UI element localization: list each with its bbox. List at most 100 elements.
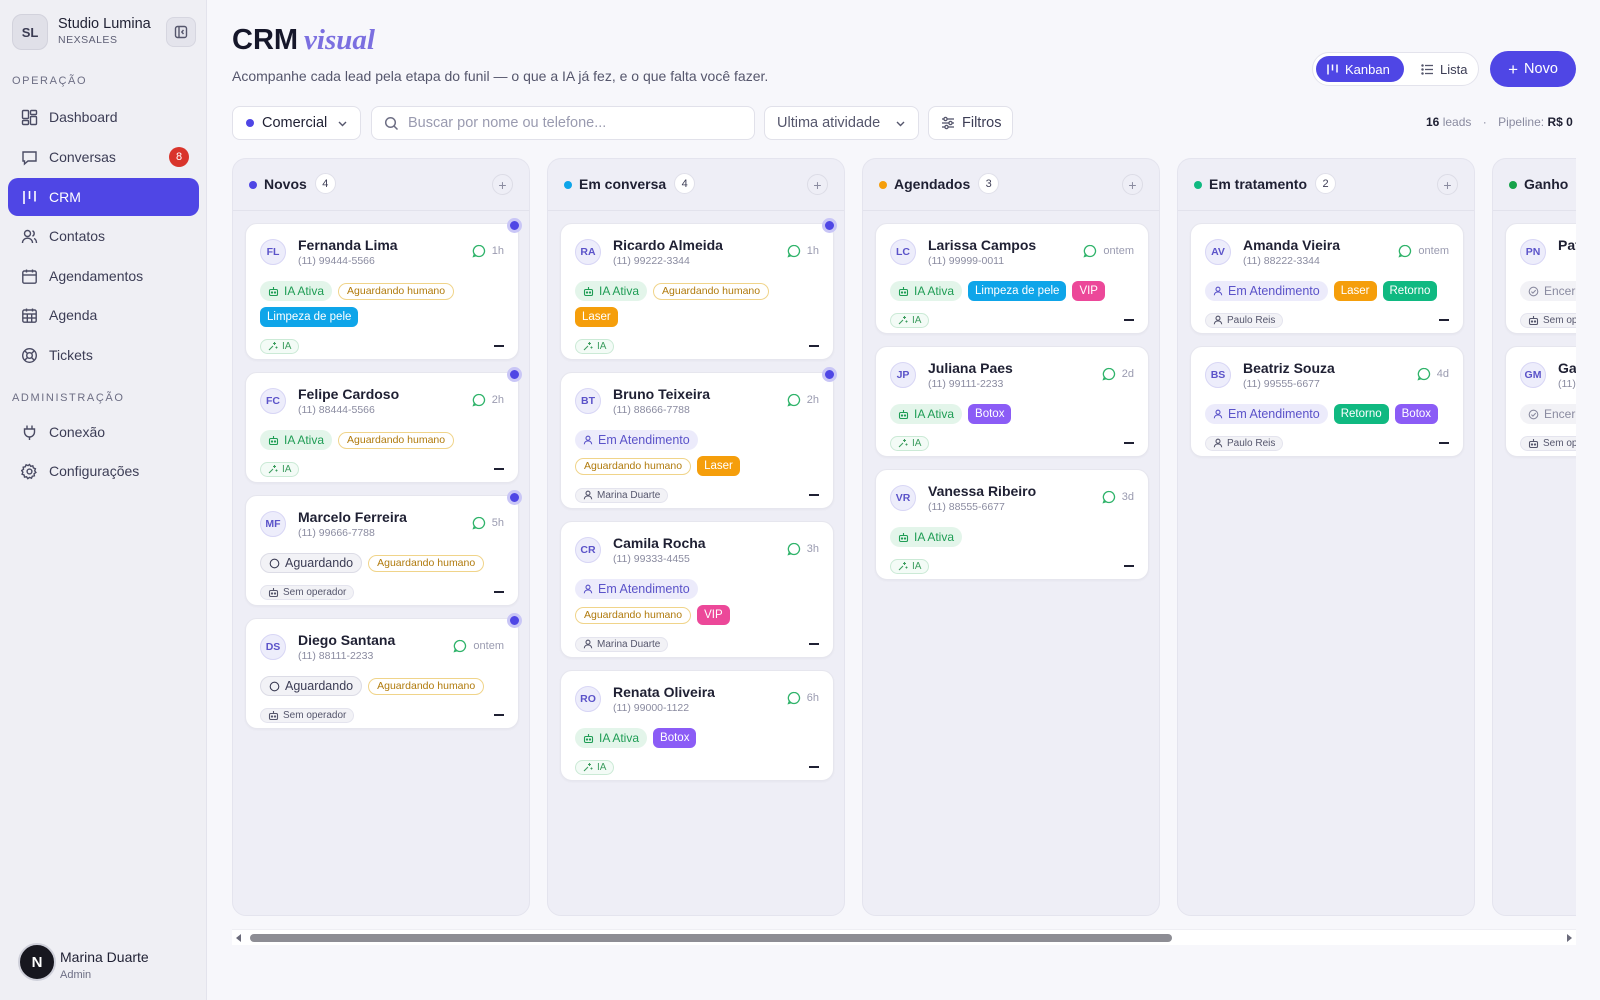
sidebar-item-label: Agendamentos (49, 268, 144, 284)
last-activity-time: 1h (491, 245, 504, 257)
lead-card[interactable]: CR Camila Rocha (11) 99333-4455 3h Em Atendi… (560, 521, 834, 658)
lead-card[interactable]: VR Vanessa Ribeiro (11) 88555-6677 3d IA Ati… (875, 469, 1149, 580)
sidebar-item-crm[interactable]: CRM (8, 178, 199, 216)
column-header: Agendados 3 + (863, 159, 1159, 211)
lead-card[interactable]: BT Bruno Teixeira (11) 88666-7788 2h Em Aten… (560, 367, 837, 509)
add-card-button[interactable]: + (492, 174, 513, 195)
chat-icon (1102, 367, 1116, 381)
add-card-button[interactable]: + (1122, 174, 1143, 195)
chevron-down-icon (896, 121, 905, 127)
kanban-view-button[interactable]: Kanban (1316, 56, 1404, 82)
calendar-grid-icon (20, 306, 38, 324)
card-menu-dash[interactable] (1124, 319, 1134, 321)
search-input[interactable] (408, 107, 748, 139)
card-menu-dash[interactable] (809, 766, 819, 768)
chat-icon (453, 639, 467, 653)
last-activity-time: 1h (806, 245, 819, 257)
lead-card[interactable]: JP Juliana Paes (11) 99111-2233 2d IA Ativa B… (875, 346, 1149, 457)
card-footer: Sem operador (260, 584, 355, 600)
card-menu-dash[interactable] (494, 345, 504, 347)
card-menu-dash[interactable] (1439, 442, 1449, 444)
lead-card[interactable]: FL Fernanda Lima (11) 99444-5566 1h IA Ativa… (245, 218, 522, 360)
lead-card[interactable]: RO Renata Oliveira (11) 99000-1122 6h IA Ati… (560, 670, 834, 781)
card-menu-dash[interactable] (1124, 565, 1134, 567)
avatar: FL (260, 239, 286, 265)
kanban-icon (20, 188, 38, 206)
sidebar-item-agenda[interactable]: Agenda (8, 296, 199, 334)
sort-select[interactable]: Ultima atividade (764, 106, 919, 140)
tag-ia-ativa: IA Ativa (890, 281, 963, 301)
tag-aguardando-humano: Aguardando humano (338, 282, 455, 300)
sparkle-icon (268, 341, 278, 351)
lead-card[interactable]: FC Felipe Cardoso (11) 88444-5566 2h IA Ativ… (245, 367, 522, 483)
new-lead-label: Novo (1524, 61, 1558, 77)
scroll-left-arrow[interactable] (236, 934, 241, 942)
sidebar-item-label: Configurações (49, 463, 140, 479)
lead-phone: (11) 99000-1122 (613, 702, 690, 714)
new-lead-button[interactable]: + Novo (1490, 51, 1576, 87)
ia-chip: IA (890, 435, 930, 451)
sidebar-item-agendamentos[interactable]: Agendamentos (8, 257, 199, 295)
chip-label: Sem op (1543, 314, 1576, 326)
avatar: AV (1205, 239, 1231, 265)
brand-subtitle: NEXSALES (58, 34, 118, 46)
sidebar-item-contatos[interactable]: Contatos (8, 217, 199, 255)
tag-laser: Laser (575, 307, 618, 327)
unread-indicator (507, 613, 522, 628)
lead-card[interactable]: RA Ricardo Almeida (11) 99222-3344 1h IA Ati… (560, 218, 837, 360)
filters-button[interactable]: Filtros (928, 106, 1013, 140)
card-footer: Marina Duarte (575, 636, 669, 652)
add-card-button[interactable]: + (1437, 174, 1458, 195)
pipeline-select[interactable]: Comercial (232, 106, 361, 140)
last-activity: 3h (787, 542, 819, 556)
sidebar-item-tickets[interactable]: Tickets (8, 336, 199, 374)
sidebar-item-dashboard[interactable]: Dashboard (8, 98, 199, 136)
lead-card[interactable]: LC Larissa Campos (11) 99999-0011 ontem IA A… (875, 223, 1149, 334)
card-menu-dash[interactable] (494, 468, 504, 470)
tag-aguardando: Aguardando (260, 553, 363, 573)
card-menu-dash[interactable] (809, 643, 819, 645)
sidebar-item-conversas[interactable]: Conversas 8 (8, 138, 199, 176)
add-card-button[interactable]: + (807, 174, 828, 195)
search-icon (384, 116, 399, 131)
operator-chip: Marina Duarte (575, 487, 669, 503)
lead-phone: (11) 8 (1558, 378, 1576, 390)
lead-card[interactable]: GM Gab (11) 8 Encerr Sem op (1505, 346, 1576, 457)
robot-icon (898, 532, 909, 543)
card-footer: IA (890, 435, 930, 451)
card-menu-dash[interactable] (1124, 442, 1134, 444)
robot-icon (583, 733, 594, 744)
tag-row: Em Atendimento (575, 579, 698, 599)
list-view-button[interactable]: Lista (1411, 56, 1475, 82)
pipeline-value-label: Pipeline: (1498, 115, 1545, 129)
card-menu-dash[interactable] (494, 591, 504, 593)
lead-card[interactable]: MF Marcelo Ferreira (11) 99666-7788 5h Aguar… (245, 490, 522, 606)
user-icon (583, 490, 593, 500)
last-activity: 1h (787, 244, 819, 258)
tag-label: IA Ativa (914, 530, 955, 544)
lead-card[interactable]: BS Beatriz Souza (11) 99555-6677 4d Em Atend… (1190, 346, 1464, 457)
scroll-right-arrow[interactable] (1567, 934, 1572, 942)
card-menu-dash[interactable] (809, 494, 819, 496)
card-menu-dash[interactable] (1439, 319, 1449, 321)
filters-label: Filtros (962, 115, 1002, 131)
scrollbar-thumb[interactable] (250, 934, 1172, 942)
sidebar-item-configuracoes[interactable]: Configurações (8, 452, 199, 490)
lead-card[interactable]: DS Diego Santana (11) 88111-2233 ontem Aguar… (245, 613, 522, 729)
sort-select-value: Ultima atividade (777, 115, 881, 131)
tag-encerrado: Encerr (1520, 404, 1576, 424)
board-horizontal-scrollbar[interactable] (232, 929, 1576, 945)
card-menu-dash[interactable] (809, 345, 819, 347)
last-activity: ontem (1398, 244, 1449, 258)
lead-card[interactable]: PN Patr Encerr Sem op (1505, 223, 1576, 334)
card-menu-dash[interactable] (494, 714, 504, 716)
avatar: N (18, 943, 56, 981)
sidebar-item-conexao[interactable]: Conexão (8, 413, 199, 451)
search-box (371, 106, 755, 140)
tag-ia-ativa: IA Ativa (260, 430, 333, 450)
collapse-sidebar-button[interactable] (166, 17, 196, 47)
lead-card[interactable]: AV Amanda Vieira (11) 88222-3344 ontem Em At… (1190, 223, 1464, 334)
ia-chip: IA (575, 759, 615, 775)
tag-em-atendimento: Em Atendimento (575, 579, 698, 599)
column-count-badge: 4 (674, 173, 696, 194)
